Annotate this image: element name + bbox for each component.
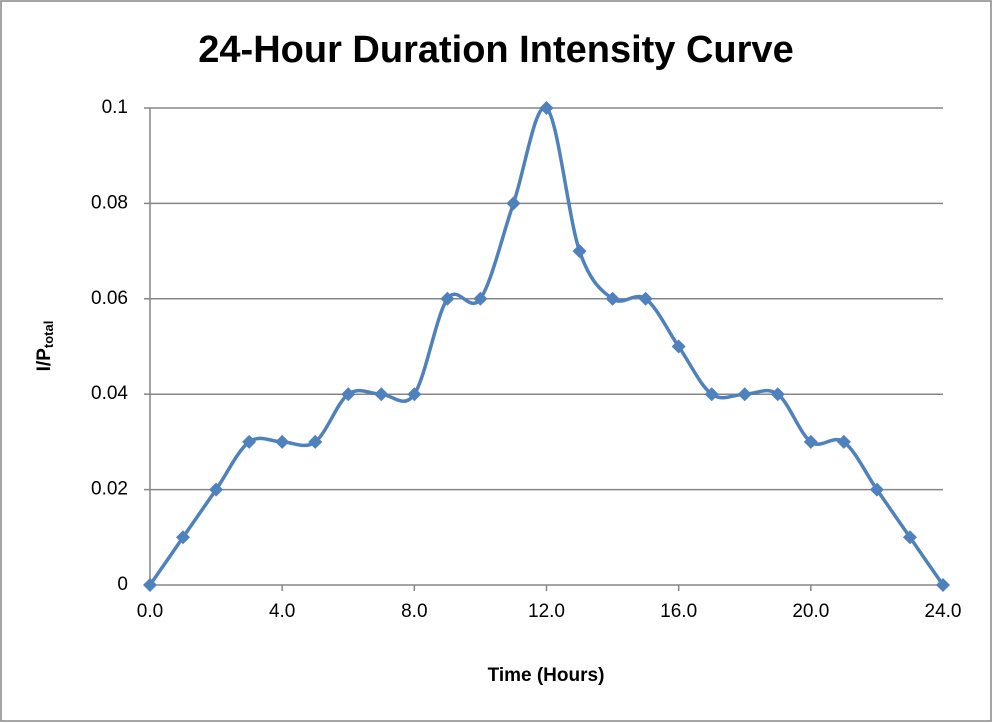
data-marker xyxy=(275,434,290,449)
data-marker xyxy=(572,244,587,259)
data-marker xyxy=(770,387,785,402)
y-axis-label-main: I/P xyxy=(34,348,55,372)
data-marker xyxy=(605,291,620,306)
data-marker xyxy=(506,196,521,211)
y-axis-label-subscript: total xyxy=(41,321,56,348)
data-marker xyxy=(803,434,818,449)
data-marker xyxy=(638,291,653,306)
chart-title: 24-Hour Duration Intensity Curve xyxy=(198,29,793,71)
y-axis-label: I/Ptotal xyxy=(34,321,56,372)
y-tick-label: 0 xyxy=(117,574,128,595)
data-marker xyxy=(704,387,719,402)
data-marker xyxy=(936,578,950,592)
data-marker xyxy=(539,101,554,115)
data-marker xyxy=(407,387,422,402)
x-tick-label: 16.0 xyxy=(660,601,697,622)
data-marker xyxy=(473,291,488,306)
x-tick-label: 20.0 xyxy=(792,601,829,622)
data-marker xyxy=(374,387,389,402)
data-marker xyxy=(242,434,257,449)
y-tick-label: 0.08 xyxy=(91,192,128,213)
data-marker xyxy=(209,482,224,497)
x-tick-label: 24.0 xyxy=(925,601,962,622)
x-tick-label: 0.0 xyxy=(137,601,163,622)
data-marker xyxy=(176,530,191,545)
data-marker xyxy=(143,578,157,592)
x-tick-label: 4.0 xyxy=(269,601,295,622)
y-tick-label: 0.06 xyxy=(91,288,128,309)
data-marker xyxy=(440,291,455,306)
data-marker xyxy=(869,482,884,497)
data-marker xyxy=(308,434,323,449)
y-tick-label: 0.04 xyxy=(91,383,128,404)
data-marker xyxy=(671,339,686,354)
data-marker xyxy=(341,387,356,402)
y-tick-label: 0.02 xyxy=(91,479,128,500)
data-marker xyxy=(836,434,851,449)
x-axis-label: Time (Hours) xyxy=(488,665,605,686)
y-tick-label: 0.1 xyxy=(102,97,128,118)
data-marker xyxy=(737,387,752,402)
x-tick-label: 8.0 xyxy=(401,601,427,622)
x-tick-label: 12.0 xyxy=(528,601,565,622)
data-marker xyxy=(902,530,917,545)
